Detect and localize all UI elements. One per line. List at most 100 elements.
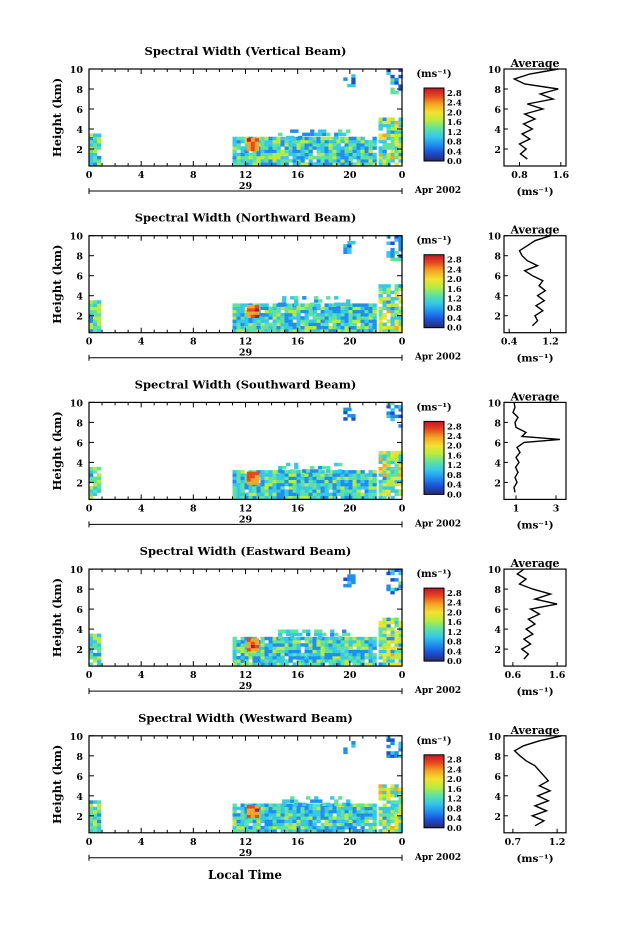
heatmap-cell	[386, 460, 391, 464]
heatmap-cell	[316, 476, 321, 480]
heatmap-cell	[382, 284, 387, 288]
colorbar-tick-label: 2.4	[447, 265, 462, 275]
heatmap-cell	[288, 652, 293, 657]
heatmap-cell	[312, 806, 317, 811]
heatmap-cell	[332, 829, 337, 833]
heatmap-cell	[308, 816, 313, 820]
heatmap-cell	[398, 244, 403, 249]
heatmap-cell	[288, 303, 293, 307]
heatmap-cell	[394, 460, 399, 464]
heatmap-cell	[390, 411, 395, 415]
colorbar-tick-label: 2.8	[447, 422, 462, 432]
colorbar-tick-label: 0.4	[447, 647, 462, 657]
heatmap-cell	[398, 584, 403, 588]
heatmap-cell	[382, 460, 387, 464]
heatmap-cell	[252, 489, 257, 493]
heatmap-cell	[232, 643, 237, 647]
heatmap-cell	[256, 492, 261, 496]
heatmap-cell	[264, 473, 269, 477]
heatmap-cell	[336, 162, 341, 166]
heatmap-cell	[268, 659, 273, 663]
colorbar-unit: (ms⁻¹)	[416, 736, 451, 747]
heatmap-cell	[356, 159, 361, 163]
heatmap-cell	[97, 643, 102, 647]
heatmap-cell	[398, 813, 403, 817]
heatmap-cell	[332, 825, 337, 830]
heatmap-cell	[394, 238, 399, 242]
heatmap-cell	[280, 322, 285, 327]
heatmap-cell	[250, 814, 256, 819]
heatmap-cell	[348, 806, 353, 811]
heatmap-cell	[378, 630, 383, 634]
profile-y-tick-label: 2	[494, 478, 501, 489]
colorbar-tick-label: 0.8	[447, 138, 462, 148]
profile-line	[516, 568, 558, 660]
heatmap-cell	[356, 813, 361, 817]
heatmap-cell	[240, 809, 245, 814]
heatmap-cell	[260, 816, 265, 820]
heatmap-cell	[336, 829, 341, 833]
heatmap-cell	[308, 646, 313, 650]
heatmap-cell	[390, 479, 395, 484]
heatmap-cell	[246, 308, 252, 312]
heatmap-cell	[340, 152, 345, 157]
heatmap-cell	[316, 136, 321, 141]
heatmap-cell	[398, 803, 403, 807]
heatmap-cell	[394, 662, 399, 666]
heatmap-cell	[260, 486, 265, 490]
heatmap-cell	[372, 813, 377, 817]
heatmap-cell	[398, 424, 403, 428]
heatmap-cell	[394, 636, 399, 641]
heatmap-cell	[244, 646, 249, 650]
heatmap-cell	[264, 309, 269, 314]
y-tick-label: 8	[76, 418, 83, 429]
heatmap-cell	[386, 627, 391, 631]
heatmap-cell	[93, 659, 98, 663]
heatmap-cell	[304, 136, 309, 141]
heatmap-cell	[336, 652, 341, 657]
heatmap-cell	[308, 636, 313, 641]
heatmap-cell	[260, 146, 265, 150]
heatmap-cell	[328, 640, 333, 644]
heatmap-cell	[276, 806, 281, 811]
heatmap-cell	[292, 636, 297, 641]
heatmap-cell	[93, 656, 98, 660]
heatmap-cell	[252, 495, 257, 500]
heatmap-cell	[296, 825, 301, 830]
x-tick-label: 0	[86, 170, 93, 181]
heatmap-cell	[284, 470, 289, 474]
heatmap-cell	[300, 143, 305, 147]
heatmap-cell	[236, 649, 241, 654]
heatmap-cell	[352, 806, 357, 811]
heatmap-cell	[244, 495, 249, 500]
heatmap-cell	[320, 495, 325, 500]
heatmap-cell	[344, 473, 349, 477]
heatmap-cell	[292, 322, 297, 327]
heatmap-cell	[294, 802, 299, 807]
profile-line	[512, 68, 559, 160]
heatmap-cell	[390, 825, 395, 830]
heatmap-cell	[252, 822, 257, 827]
colorbar-tick-label: 1.6	[447, 285, 462, 295]
heatmap-cell	[398, 806, 403, 811]
heatmap-cell	[268, 816, 273, 820]
heatmap-cell	[292, 649, 297, 654]
heatmap-cell	[244, 656, 249, 660]
heatmap-cell	[97, 652, 102, 657]
heatmap-cell	[368, 816, 373, 820]
heatmap-cell	[368, 659, 373, 663]
y-axis-label: Height (km)	[50, 578, 64, 657]
heatmap-cell	[368, 813, 373, 817]
heatmap-cell	[390, 571, 395, 576]
heatmap-cell	[382, 790, 387, 795]
heatmap-cell	[372, 803, 377, 807]
heatmap-cell	[89, 329, 94, 333]
heatmap-cell	[382, 159, 387, 163]
heatmap-cell	[386, 297, 391, 301]
heatmap-cell	[284, 329, 289, 333]
heatmap-cell	[386, 620, 391, 625]
heatmap-cell	[280, 325, 285, 330]
x-tick-label: 0	[86, 337, 93, 348]
heatmap-cell	[347, 414, 352, 418]
heatmap-cell	[240, 159, 245, 163]
